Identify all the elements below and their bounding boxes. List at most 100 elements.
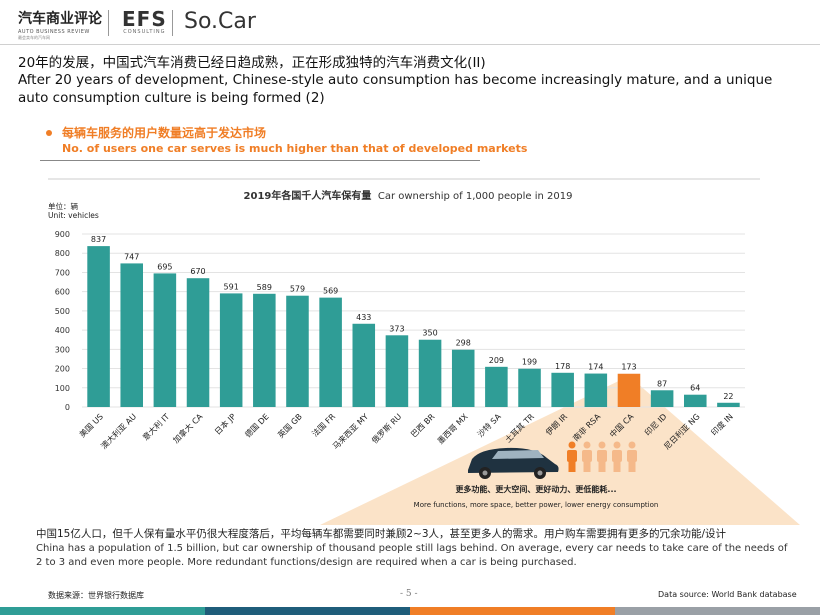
- bar: [120, 263, 143, 407]
- bar: [319, 297, 342, 407]
- bar: [584, 373, 608, 407]
- efs-logo-text: EFS: [122, 7, 167, 31]
- bar-value-label: 670: [190, 267, 205, 276]
- x-tick-label: 加拿大 CA: [171, 411, 205, 445]
- page-number: - 5 -: [400, 589, 418, 599]
- x-tick-label: 巴西 BR: [409, 412, 437, 440]
- person-icon: [567, 441, 577, 472]
- bar: [153, 273, 177, 407]
- bar: [617, 373, 641, 407]
- bar-value-label: 174: [588, 363, 603, 372]
- x-tick-label: 德国 DE: [243, 411, 271, 439]
- bar-value-label: 209: [489, 356, 504, 365]
- bar-value-label: 87: [657, 379, 667, 388]
- x-tick-label: 澳大利亚 AU: [99, 411, 139, 451]
- bar: [253, 293, 276, 407]
- bar-value-label: 589: [257, 283, 272, 292]
- person-icon: [597, 441, 607, 472]
- x-tick-label: 俄罗斯 RU: [369, 411, 403, 445]
- y-tick-label: 800: [55, 249, 70, 258]
- person-icon: [612, 441, 622, 472]
- y-tick-label: 300: [55, 345, 70, 354]
- person-icon: [627, 441, 637, 472]
- bar-value-label: 298: [456, 339, 471, 348]
- bar-value-label: 837: [91, 235, 106, 244]
- y-tick-label: 100: [55, 384, 70, 393]
- abr-logo: 汽车商业评论 AUTO BUSINESS REVIEW 最会卖车的汽车网: [18, 8, 102, 41]
- people-icons: [567, 441, 637, 472]
- header-bar: 汽车商业评论 AUTO BUSINESS REVIEW 最会卖车的汽车网 EFS…: [0, 0, 820, 45]
- footer-source-en: Data source: World Bank database: [658, 590, 797, 599]
- bar: [717, 402, 740, 407]
- y-tick-label: 600: [55, 288, 70, 297]
- bar: [684, 394, 707, 407]
- logo-divider: [108, 10, 109, 36]
- x-tick-label: 法国 FR: [310, 411, 338, 439]
- bullet-icon: [46, 130, 52, 136]
- person-icon: [582, 441, 592, 472]
- summary-cn: 中国15亿人口，但千人保有量水平仍很大程度落后，平均每辆车都需要同时兼顾2~3人…: [36, 528, 727, 540]
- bar-value-label: 373: [389, 324, 404, 333]
- unit-label-en: Unit: vehicles: [48, 211, 99, 220]
- bar: [551, 372, 574, 407]
- bar-value-label: 178: [555, 362, 570, 371]
- callout-text-en: More functions, more space, better power…: [414, 501, 659, 509]
- x-tick-label: 印度 IN: [709, 411, 735, 437]
- bar-value-label: 350: [422, 329, 437, 338]
- bar: [485, 366, 508, 407]
- abr-logo-sub: 最会卖车的汽车网: [18, 35, 50, 40]
- y-tick-label: 900: [55, 230, 70, 239]
- socar-logo: So.Car: [184, 9, 256, 34]
- bar: [418, 339, 442, 407]
- car-icon: [468, 447, 559, 479]
- bar: [518, 368, 541, 407]
- logo-divider: [172, 10, 173, 36]
- page-title-cn: 20年的发展，中国式汽车消费已经日趋成熟，正在形成独特的汽车消费文化(II): [18, 55, 486, 71]
- callout-text-cn: 更多功能、更大空间、更好动力、更低能耗...: [455, 484, 616, 494]
- x-tick-label: 沙特 SA: [475, 411, 503, 439]
- x-tick-label: 美国 US: [77, 411, 105, 439]
- bar: [186, 278, 210, 407]
- bar-value-label: 22: [723, 392, 733, 401]
- x-tick-label: 意大利 IT: [140, 411, 171, 442]
- bar: [352, 323, 376, 407]
- y-tick-label: 0: [65, 403, 70, 412]
- y-tick-label: 200: [55, 365, 70, 374]
- y-tick-label: 400: [55, 326, 70, 335]
- y-tick-label: 500: [55, 307, 70, 316]
- key-point-cn: 每辆车服务的用户数量远高于发达市场: [62, 126, 267, 140]
- bar: [286, 295, 309, 407]
- chart-title: 2019年各国千人汽车保有量 Car ownership of 1,000 pe…: [244, 189, 573, 202]
- bar: [385, 335, 409, 407]
- x-tick-label: 英国 GB: [275, 411, 303, 439]
- key-point: 每辆车服务的用户数量远高于发达市场 No. of users one car s…: [40, 124, 527, 161]
- bar: [650, 390, 674, 407]
- callout-background: [320, 376, 800, 525]
- abr-logo-en: AUTO BUSINESS REVIEW: [18, 29, 90, 35]
- footer-color-strip: [0, 607, 820, 615]
- bar-value-label: 173: [621, 363, 636, 372]
- y-tick-label: 700: [55, 268, 70, 277]
- abr-logo-cn: 汽车商业评论: [18, 11, 102, 27]
- chart-title-en: Car ownership of 1,000 people in 2019: [378, 191, 573, 202]
- footer-source-cn: 数据来源：世界银行数据库: [48, 591, 144, 600]
- bar: [87, 246, 110, 407]
- bar-value-label: 199: [522, 358, 537, 367]
- x-tick-label: 墨西哥 MX: [436, 412, 470, 446]
- bar-value-label: 433: [356, 313, 371, 322]
- bar: [451, 349, 475, 407]
- unit-label-cn: 单位：辆: [48, 201, 78, 211]
- efs-logo: EFS CONSULTING: [122, 7, 167, 35]
- bar-value-label: 579: [290, 285, 305, 294]
- key-point-en: No. of users one car serves is much high…: [62, 142, 528, 155]
- page-title-en: After 20 years of development, Chinese-s…: [18, 72, 773, 106]
- bar-value-label: 591: [224, 282, 239, 291]
- bar-value-label: 747: [124, 252, 139, 261]
- x-tick-label: 日本 JP: [212, 411, 237, 436]
- bar-value-label: 569: [323, 287, 338, 296]
- chart-title-cn: 2019年各国千人汽车保有量: [244, 189, 372, 202]
- efs-logo-sub: CONSULTING: [123, 29, 166, 35]
- bar-value-label: 64: [690, 384, 700, 393]
- x-tick-label: 马来西亚 MY: [331, 412, 370, 451]
